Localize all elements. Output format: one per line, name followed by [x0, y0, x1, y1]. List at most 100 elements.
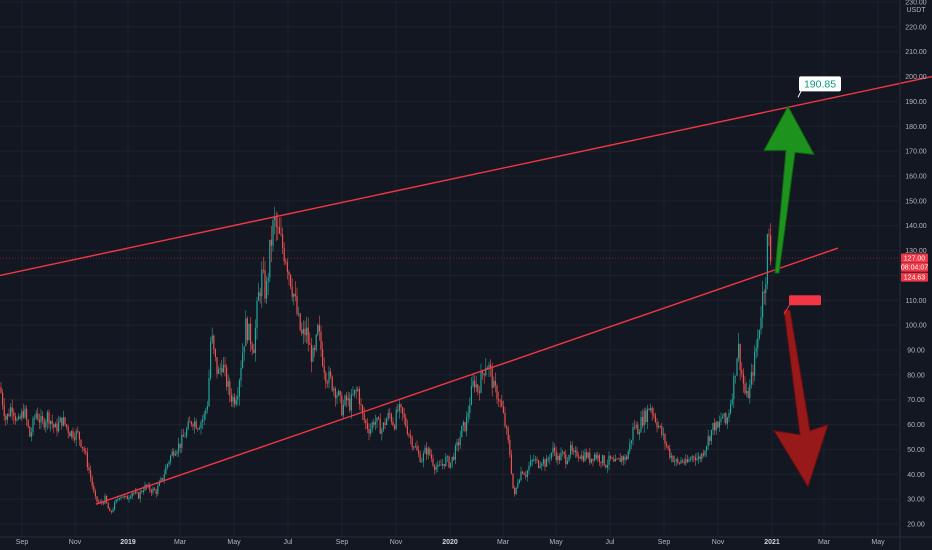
arrow-up-green[interactable] [763, 105, 815, 274]
time-axis[interactable]: Sep Nov 2019 Mar May Jul Sep Nov 2020 Mar May Jul Se… [0, 536, 932, 546]
candle-body [168, 461, 170, 464]
candle-body [533, 459, 535, 461]
candle-body [696, 458, 698, 461]
candle-body [630, 440, 632, 444]
candle-body [34, 418, 36, 419]
candle-body [637, 424, 639, 435]
price-tag-bg [901, 262, 928, 272]
candle-body [176, 451, 178, 454]
trend-line-lower[interactable] [95, 247, 839, 505]
callout-red-bg[interactable] [789, 295, 821, 306]
candle-body [200, 422, 202, 429]
candle-body [206, 406, 208, 410]
candle-body [474, 380, 476, 388]
candle-body [85, 450, 87, 453]
candle-body [469, 404, 471, 414]
candle-body [459, 437, 461, 446]
candle-body [160, 478, 162, 482]
candle-body [112, 509, 114, 512]
candle-body [491, 367, 493, 388]
candle-body [211, 335, 213, 342]
candle-body [466, 417, 468, 432]
candle-body [58, 422, 60, 432]
candle-body [86, 452, 88, 468]
candle-body [638, 432, 640, 435]
candle-body [750, 372, 752, 385]
candle-body [104, 495, 106, 504]
candle-body [723, 413, 725, 417]
trend-line-upper[interactable] [0, 75, 932, 277]
candle-body [461, 425, 463, 438]
candle-body [125, 495, 127, 497]
candle-body [11, 407, 13, 413]
candle-body [690, 459, 692, 461]
candle-body [323, 365, 325, 373]
candle-body [494, 380, 496, 386]
candle-body [437, 464, 439, 468]
candle-body [173, 451, 175, 456]
candle-body [2, 392, 4, 406]
candle-body [526, 470, 528, 477]
x-tick-label: Sep [336, 539, 349, 546]
candle-body [739, 343, 741, 371]
candle-body [278, 227, 280, 234]
candle-body [350, 394, 352, 411]
candle-body [67, 426, 69, 433]
candle-body [133, 492, 135, 494]
candle-body [142, 490, 144, 493]
candle-body [445, 456, 447, 466]
candle-body [653, 413, 655, 416]
candle-body [13, 412, 15, 417]
candle-body [640, 417, 642, 433]
candle-body [374, 421, 376, 425]
candle-body [426, 447, 428, 455]
callout-190-bg[interactable] [799, 76, 841, 92]
y-tick-label: 40.00 [907, 472, 925, 479]
candle-body [656, 421, 658, 428]
candle-body [245, 318, 247, 347]
candle-body [286, 262, 288, 272]
candle-body [310, 344, 312, 362]
candle-body [654, 415, 656, 422]
candle-body [96, 496, 98, 502]
candle-body [670, 455, 672, 458]
candle-body [331, 376, 333, 391]
arrow-down-red[interactable] [773, 309, 829, 488]
candle-body [234, 397, 236, 405]
candle-body [722, 416, 724, 419]
candle-body [352, 394, 354, 396]
candle-body [518, 480, 520, 483]
candle-body [731, 399, 733, 404]
candle-body [118, 498, 120, 500]
candle-body [40, 416, 42, 423]
candle-body [110, 510, 112, 512]
candle-body [386, 419, 388, 425]
candle-body [302, 328, 304, 334]
candle-body [94, 491, 96, 497]
candle-body [760, 317, 762, 330]
candle-body [488, 364, 490, 369]
candle-body [165, 467, 167, 475]
candle-body [467, 413, 469, 418]
candle-body [62, 417, 64, 426]
candle-body [26, 408, 28, 421]
candle-body [312, 348, 314, 362]
candle-body [290, 274, 292, 287]
candle-body [747, 390, 749, 398]
candle-body [648, 408, 650, 411]
candle-body [712, 422, 714, 430]
candle-body [61, 417, 63, 426]
candle-body [50, 420, 52, 424]
candle-body [240, 367, 242, 381]
candle-body [629, 443, 631, 452]
candle-body [744, 383, 746, 394]
candle-body [483, 373, 485, 376]
candle-body [686, 459, 688, 462]
candle-body [546, 458, 548, 467]
candle-body [314, 348, 316, 350]
candle-body [210, 341, 212, 379]
candle-body [381, 429, 383, 434]
candle-body [574, 450, 576, 453]
candle-body [762, 291, 764, 318]
candle-body [45, 422, 47, 428]
